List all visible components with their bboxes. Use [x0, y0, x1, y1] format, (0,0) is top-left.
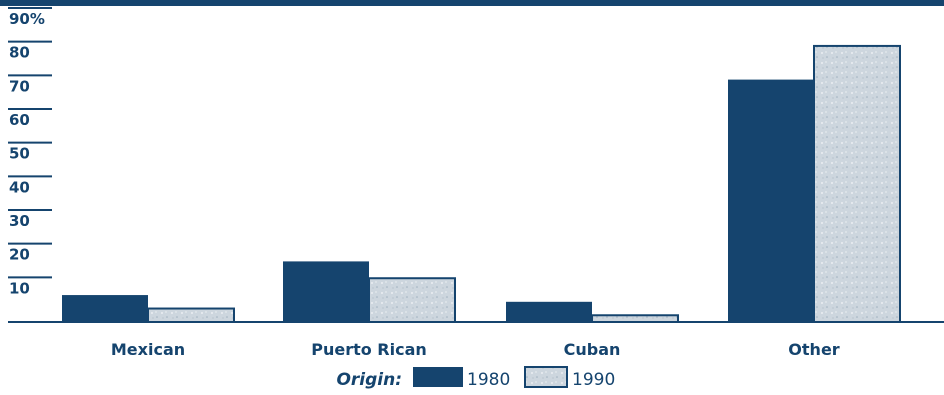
category-labels: Mexican Puerto Rican Cuban Other — [111, 340, 840, 359]
legend-title: Origin: — [336, 370, 402, 390]
y-tick-label: 80 — [9, 44, 30, 62]
bars — [62, 44, 901, 324]
category-label: Mexican — [111, 340, 185, 359]
bar-other-1990 — [813, 44, 901, 324]
category-label: Cuban — [564, 340, 621, 359]
legend-label-1990: 1990 — [572, 370, 615, 390]
category-label: Other — [788, 340, 839, 359]
category-label: Puerto Rican — [311, 340, 427, 359]
bar-cuban-1980 — [506, 301, 592, 322]
legend-label-1980: 1980 — [467, 370, 510, 390]
bar-mexican-1980 — [62, 295, 148, 322]
y-tick-labels: 10 20 30 40 50 60 70 80 90% — [9, 10, 45, 297]
bar-other-1980 — [728, 79, 814, 322]
bar-cuban-1990 — [591, 314, 679, 323]
bar-mexican-1990 — [147, 307, 235, 323]
top-border-band — [0, 0, 944, 6]
bar-puerto-rican-1980 — [283, 261, 369, 322]
y-tick-label: 70 — [9, 77, 30, 95]
y-tick-label: 60 — [9, 111, 30, 129]
y-tick-marks — [8, 7, 52, 279]
y-tick-label: 50 — [9, 145, 30, 163]
y-tick-label: 90% — [9, 10, 45, 28]
y-tick-label: 10 — [9, 279, 30, 297]
y-tick-label: 20 — [9, 246, 30, 264]
legend-swatch-1990 — [524, 366, 568, 388]
legend: Origin: 1980 1990 — [336, 366, 615, 390]
y-tick-label: 40 — [9, 178, 30, 196]
y-tick-label: 30 — [9, 212, 30, 230]
bar-puerto-rican-1990 — [368, 277, 456, 324]
legend-swatch-1980 — [413, 367, 463, 387]
